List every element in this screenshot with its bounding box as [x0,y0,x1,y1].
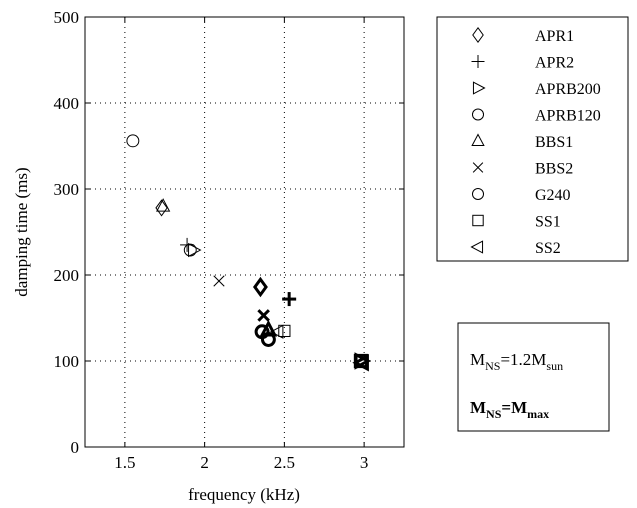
y-tick-label: 500 [54,8,80,27]
y-tick-label: 0 [71,438,80,457]
mass-line-1-sub: NS [485,359,500,373]
legend-label-bbs2: BBS2 [535,161,573,178]
tick-marks [85,16,404,448]
data-markers [126,134,372,372]
legend-marker-ss1 [472,214,484,227]
legend: APR1 APR2 APRB200 APRB120 BBS1 BBS2 G240 SS1 SS2 [470,26,601,257]
marker-ss2-bold [352,353,369,372]
marker-bbs1 [156,198,171,212]
mass-line-2-m: M [470,398,486,417]
legend-label-ss1: SS1 [535,214,561,231]
legend-label-g240: G240 [535,187,571,204]
mass-line-2-eq: =M [501,398,527,417]
legend-label-aprb120: APRB120 [535,108,601,125]
mass-line-2-sub2: max [527,407,549,421]
legend-label-bbs1: BBS1 [535,134,573,151]
mass-line-1: MNS=1.2Msun [470,350,563,373]
marker-g240-bold [260,332,276,347]
legend-marker-aprb120 [471,108,485,121]
mass-box [457,322,610,432]
x-tick-label: 3 [360,453,369,472]
mass-line-2: MNS=Mmax [470,398,549,421]
legend-marker-apr2 [471,55,485,68]
mass-line-1-eq: =1.2M [500,350,546,369]
legend-label-apr2: APR2 [535,55,574,72]
legend-marker-bbs1 [471,133,485,147]
y-tick-label: 300 [54,180,80,199]
x-axis-label: frequency (kHz) [188,485,300,504]
mass-line-1-sub2: sun [546,359,563,373]
plot-frame [84,16,405,448]
marker-bbs2 [213,275,225,287]
x-tick-labels: 1.5 2 2.5 3 [114,453,368,472]
legend-label-aprb200: APRB200 [535,81,601,98]
legend-label-apr1: APR1 [535,28,574,45]
y-axis-label: damping time (ms) [12,167,31,296]
marker-ss1 [278,324,291,337]
y-tick-labels: 0 100 200 300 400 500 [54,8,80,457]
mass-line-1-m: M [470,350,485,369]
legend-marker-apr1 [472,26,484,44]
x-tick-label: 1.5 [114,453,135,472]
y-tick-label: 400 [54,94,80,113]
marker-aprb120 [183,243,197,257]
mass-line-2-sub: NS [486,407,502,421]
marker-ss2 [269,324,284,339]
legend-label-ss2: SS2 [535,240,561,257]
marker-bbs2-bold [257,309,270,322]
y-tick-label: 100 [54,352,80,371]
legend-marker-aprb200 [472,81,486,95]
y-tick-label: 200 [54,266,80,285]
marker-apr2-bold [282,292,297,307]
marker-aprb200 [188,242,202,258]
grid-lines [85,17,404,447]
marker-g240 [126,134,140,148]
x-tick-label: 2.5 [274,453,295,472]
legend-marker-bbs2 [472,162,484,173]
legend-box [436,16,629,262]
marker-apr1-bold [252,276,268,298]
legend-marker-g240 [471,187,485,201]
legend-marker-ss2 [470,240,484,254]
marker-apr1 [155,199,168,217]
x-tick-label: 2 [200,453,209,472]
